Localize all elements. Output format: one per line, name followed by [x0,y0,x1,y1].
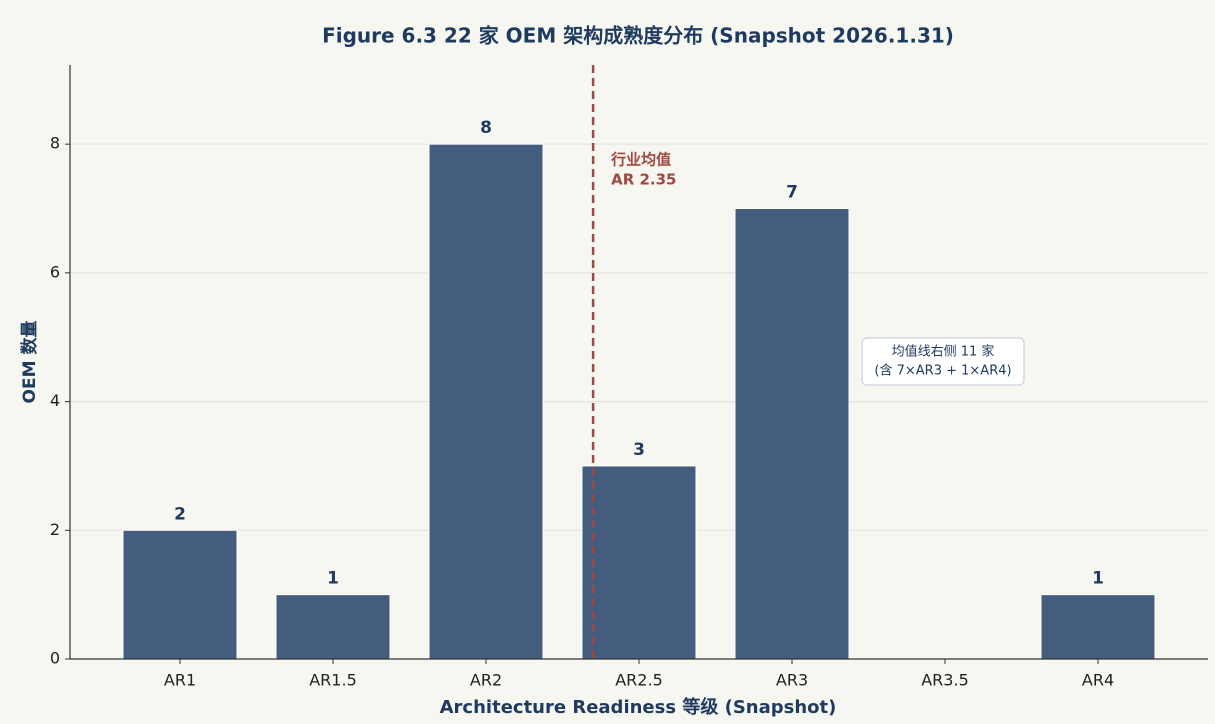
y-tick-label: 0 [50,649,60,668]
y-tick-label: 4 [50,391,60,410]
x-tick-label: AR2 [470,671,502,690]
x-tick-label: AR3 [776,671,808,690]
annotation-box [861,337,1025,386]
x-tick-label: AR1.5 [309,671,357,690]
data-label: 7 [786,183,798,203]
data-label: 1 [327,569,339,589]
annotation-text: (含 7×AR3 + 1×AR4) [874,363,1011,379]
bar [581,465,697,660]
y-tick-label: 2 [50,520,60,539]
x-tick-label: AR3.5 [921,671,969,690]
y-axis-title: OEM 数量 [19,321,40,404]
x-tick-label: AR1 [164,671,196,690]
bar [1040,594,1156,660]
data-label: 3 [633,440,645,460]
mean-label: 行业均值 [610,151,671,169]
x-tick-label: AR2.5 [615,671,663,690]
chart-title: Figure 6.3 22 家 OEM 架构成熟度分布 (Snapshot 20… [322,24,954,48]
mean-label: AR 2.35 [611,171,676,189]
x-axis-title: Architecture Readiness 等级 (Snapshot) [440,696,837,718]
bar [428,143,544,660]
annotation-text: 均值线右侧 11 家 [892,344,995,360]
y-tick-label: 6 [50,262,60,281]
y-tick-label: 8 [50,134,60,153]
x-tick-label: AR4 [1082,671,1114,690]
bar [122,529,238,660]
bar [275,594,391,660]
data-label: 1 [1092,569,1104,589]
bar [734,208,850,660]
data-label: 2 [174,504,186,524]
data-label: 8 [480,118,492,138]
